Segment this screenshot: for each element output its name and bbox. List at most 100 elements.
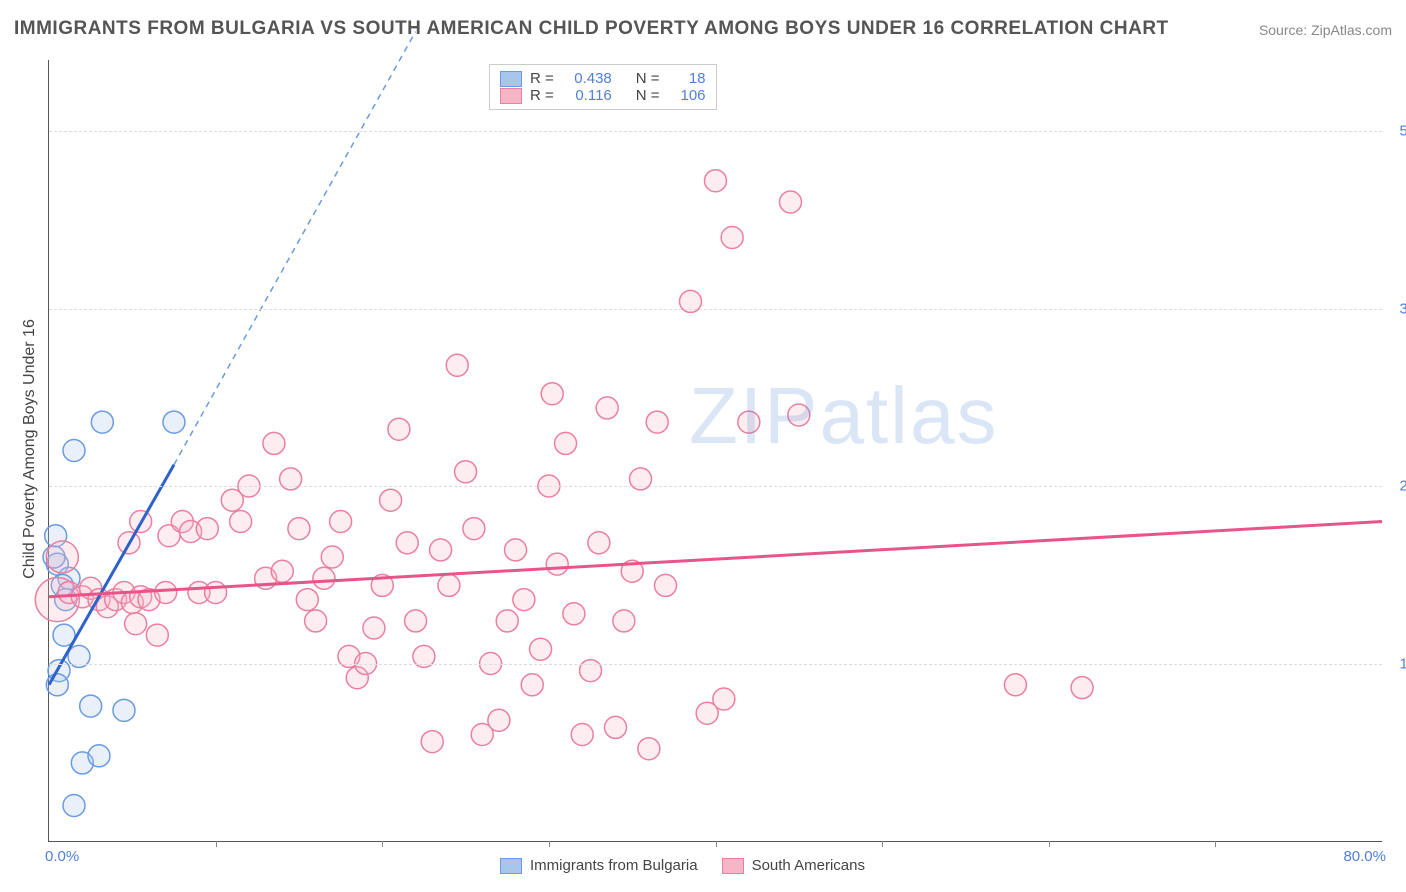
data-point	[388, 418, 410, 440]
y-tick-label: 37.5%	[1387, 300, 1406, 317]
data-point	[321, 546, 343, 568]
data-point	[405, 610, 427, 632]
chart-title: IMMIGRANTS FROM BULGARIA VS SOUTH AMERIC…	[14, 18, 1169, 40]
x-tick-mark	[1215, 841, 1216, 847]
data-point	[155, 582, 177, 604]
data-point	[563, 603, 585, 625]
gridline	[49, 309, 1382, 310]
data-point	[296, 589, 318, 611]
legend-swatch	[722, 858, 744, 874]
legend-series-item: Immigrants from Bulgaria	[500, 857, 698, 874]
data-point	[646, 411, 668, 433]
data-point	[530, 638, 552, 660]
x-tick-label: 0.0%	[45, 848, 79, 865]
data-point	[505, 539, 527, 561]
chart-container: IMMIGRANTS FROM BULGARIA VS SOUTH AMERIC…	[0, 0, 1406, 892]
x-tick-mark	[716, 841, 717, 847]
legend-n-label: N =	[636, 70, 660, 87]
x-tick-mark	[1049, 841, 1050, 847]
y-tick-label: 25.0%	[1387, 478, 1406, 495]
data-point	[430, 539, 452, 561]
data-point	[163, 411, 185, 433]
data-point	[113, 699, 135, 721]
source-label: Source: ZipAtlas.com	[1259, 22, 1392, 38]
data-point	[721, 227, 743, 249]
data-point	[713, 688, 735, 710]
x-tick-mark	[216, 841, 217, 847]
data-point	[788, 404, 810, 426]
regression-line	[49, 522, 1382, 597]
data-point	[80, 695, 102, 717]
data-point	[705, 170, 727, 192]
data-point	[91, 411, 113, 433]
data-point	[288, 518, 310, 540]
legend-n-value: 18	[668, 70, 706, 87]
legend-series: Immigrants from Bulgaria South Americans	[500, 857, 865, 874]
data-point	[396, 532, 418, 554]
data-point	[613, 610, 635, 632]
data-point	[363, 617, 385, 639]
data-point	[555, 432, 577, 454]
data-point	[496, 610, 518, 632]
x-tick-label: 80.0%	[1343, 848, 1386, 865]
legend-swatch	[500, 858, 522, 874]
legend-r-label: R =	[530, 87, 554, 104]
data-point	[488, 709, 510, 731]
plot-svg	[49, 60, 1382, 841]
gridline	[49, 486, 1382, 487]
legend-series-item: South Americans	[722, 857, 865, 874]
data-point	[596, 397, 618, 419]
data-point	[46, 541, 78, 573]
legend-r-label: R =	[530, 70, 554, 87]
legend-series-label: South Americans	[752, 857, 865, 874]
legend-n-label: N =	[636, 87, 660, 104]
data-point	[455, 461, 477, 483]
data-point	[738, 411, 760, 433]
legend-swatch	[500, 88, 522, 104]
x-tick-mark	[549, 841, 550, 847]
y-tick-label: 12.5%	[1387, 655, 1406, 672]
data-point	[446, 354, 468, 376]
data-point	[1071, 677, 1093, 699]
data-point	[125, 613, 147, 635]
data-point	[230, 511, 252, 533]
data-point	[305, 610, 327, 632]
data-point	[779, 191, 801, 213]
data-point	[263, 432, 285, 454]
legend-swatch	[500, 71, 522, 87]
y-axis-label: Child Poverty Among Boys Under 16	[21, 309, 39, 589]
legend-n-value: 106	[668, 87, 706, 104]
data-point	[638, 738, 660, 760]
data-point	[63, 795, 85, 817]
data-point	[463, 518, 485, 540]
data-point	[205, 582, 227, 604]
plot-area: ZIPatlas R =0.438N =18R =0.116N =106 12.…	[48, 60, 1382, 842]
regression-extrapolation	[174, 32, 416, 465]
data-point	[330, 511, 352, 533]
data-point	[313, 567, 335, 589]
data-point	[196, 518, 218, 540]
legend-correlation-box: R = 0.438 N = 18 R = 0.116 N = 106	[489, 64, 717, 110]
y-tick-label: 50.0%	[1387, 123, 1406, 140]
data-point	[421, 731, 443, 753]
gridline	[49, 664, 1382, 665]
data-point	[605, 716, 627, 738]
data-point	[541, 383, 563, 405]
legend-r-value: 0.116	[562, 87, 612, 104]
legend-series-label: Immigrants from Bulgaria	[530, 857, 698, 874]
legend-r-value: 0.438	[562, 70, 612, 87]
data-point	[1004, 674, 1026, 696]
data-point	[513, 589, 535, 611]
legend-row: R = 0.116 N = 106	[500, 87, 706, 104]
data-point	[546, 553, 568, 575]
data-point	[146, 624, 168, 646]
data-point	[88, 745, 110, 767]
data-point	[588, 532, 610, 554]
data-point	[271, 560, 293, 582]
data-point	[521, 674, 543, 696]
data-point	[380, 489, 402, 511]
data-point	[63, 440, 85, 462]
data-point	[655, 574, 677, 596]
legend-row: R = 0.438 N = 18	[500, 70, 706, 87]
gridline	[49, 131, 1382, 132]
